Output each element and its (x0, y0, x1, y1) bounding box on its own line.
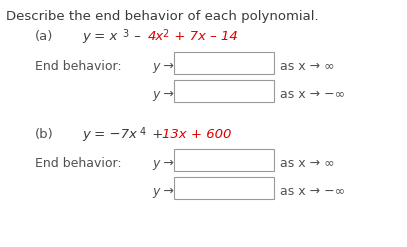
Text: y →: y → (152, 157, 174, 170)
Text: as x → −∞: as x → −∞ (280, 185, 345, 198)
Text: 4: 4 (140, 127, 146, 137)
FancyBboxPatch shape (174, 149, 274, 171)
Text: 4x: 4x (148, 30, 164, 43)
Text: (b): (b) (35, 128, 54, 141)
Text: y →: y → (152, 88, 174, 101)
FancyBboxPatch shape (174, 177, 274, 199)
Text: y →: y → (152, 60, 174, 73)
Text: + 7x – 14: + 7x – 14 (170, 30, 238, 43)
FancyBboxPatch shape (174, 52, 274, 74)
Text: y = x: y = x (82, 30, 117, 43)
Text: as x → ∞: as x → ∞ (280, 157, 335, 170)
Text: +: + (148, 128, 168, 141)
Text: –: – (130, 30, 145, 43)
Text: 3: 3 (122, 29, 128, 39)
FancyBboxPatch shape (174, 80, 274, 102)
Text: as x → ∞: as x → ∞ (280, 60, 335, 73)
Text: y →: y → (152, 185, 174, 198)
Text: End behavior:: End behavior: (35, 157, 122, 170)
Text: End behavior:: End behavior: (35, 60, 122, 73)
Text: as x → −∞: as x → −∞ (280, 88, 345, 101)
Text: 13x + 600: 13x + 600 (162, 128, 231, 141)
Text: (a): (a) (35, 30, 53, 43)
Text: Describe the end behavior of each polynomial.: Describe the end behavior of each polyno… (6, 10, 319, 23)
Text: 2: 2 (162, 29, 168, 39)
Text: y = −7x: y = −7x (82, 128, 137, 141)
